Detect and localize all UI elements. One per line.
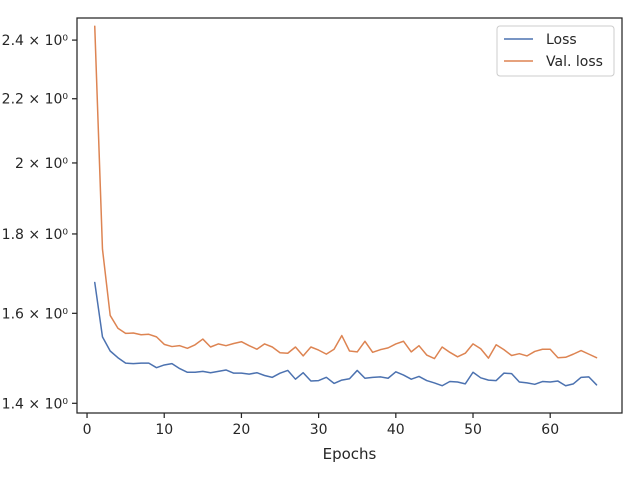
x-axis-label: Epochs — [323, 445, 377, 463]
y-tick-label: 1.6 × 10⁰ — [2, 306, 69, 322]
legend-label: Loss — [546, 32, 577, 48]
x-tick-label: 10 — [155, 422, 173, 438]
y-tick-label: 2.2 × 10⁰ — [2, 92, 69, 108]
x-tick-label: 50 — [464, 422, 482, 438]
x-tick-label: 40 — [387, 422, 405, 438]
x-tick-label: 60 — [541, 422, 559, 438]
y-axis: 1.4 × 10⁰ 1.6 × 10⁰ 1.8 × 10⁰ 2 × 10⁰ 2.2 × … — [2, 33, 77, 412]
series-line-val-loss — [94, 25, 598, 360]
y-tick-label: 1.8 × 10⁰ — [2, 227, 69, 243]
y-tick-label: 1.4 × 10⁰ — [2, 396, 69, 412]
x-tick-label: 30 — [310, 422, 328, 438]
series-layer — [94, 25, 598, 387]
x-tick-label: 0 — [83, 422, 92, 438]
y-tick-label: 2.4 × 10⁰ — [2, 33, 69, 49]
y-tick-label: 2 × 10⁰ — [15, 156, 68, 172]
series-line-loss — [94, 281, 598, 387]
legend: Loss Val. loss — [496, 25, 615, 77]
legend-label: Val. loss — [546, 54, 603, 70]
plot-area — [77, 18, 622, 413]
plot-frame — [76, 17, 623, 414]
x-tick-label: 20 — [233, 422, 251, 438]
x-axis: 0 10 20 30 40 50 60 — [83, 413, 559, 438]
